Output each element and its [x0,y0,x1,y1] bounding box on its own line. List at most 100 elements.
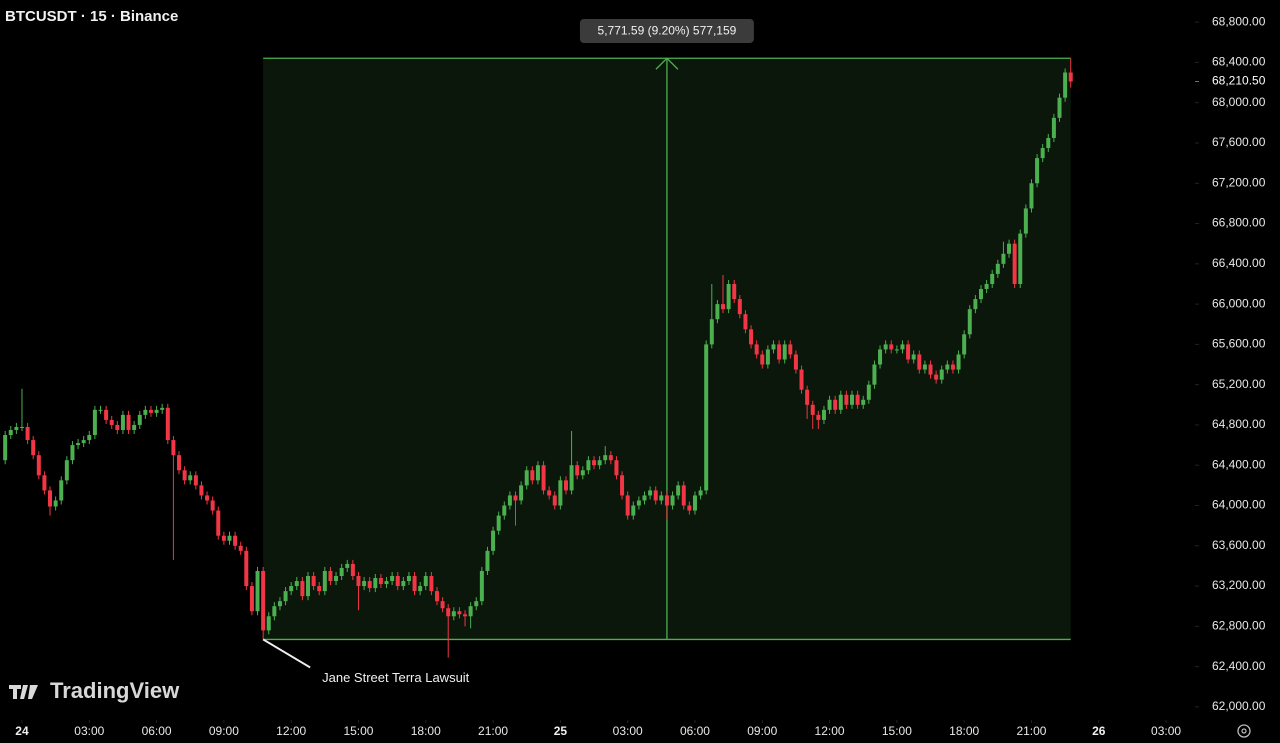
candle-body [894,349,899,351]
candle-body [709,319,714,345]
candle-body [491,530,496,551]
candle-body [177,455,182,471]
settings-icon[interactable] [1237,724,1251,738]
candle-body [266,616,271,631]
candle-body [889,344,894,350]
candle-body [749,329,754,345]
x-tick-label: 06:00 [680,724,710,738]
candle-body [70,445,75,461]
settings-icon-core[interactable] [1241,728,1247,734]
candle-body [1040,148,1045,159]
candle-body [171,440,176,456]
candle-body [967,309,972,335]
candle-body [373,578,378,589]
candle-body [334,576,339,582]
candle-body [120,414,125,430]
candle-body [704,344,709,491]
candle-body [395,576,400,587]
candle-body [457,611,462,615]
range-label-box [579,19,754,43]
candle-body [586,460,591,471]
candle-body [911,354,916,360]
candle-body [984,283,989,290]
candle-body [19,426,24,428]
settings-icon-ring[interactable] [1237,724,1251,738]
y-tick-label: 67,200.00 [1212,175,1266,189]
candle-body [558,480,563,506]
candle-body [861,399,866,405]
candle-body [664,495,669,506]
candle-body [1007,243,1012,254]
y-tick-label: 63,600.00 [1212,538,1266,552]
candle-body [513,495,518,501]
y-tick-label: 62,800.00 [1212,619,1266,633]
candle-body [406,576,411,582]
candle-body [48,490,53,507]
candle-body [249,586,254,612]
candle-body [322,570,327,592]
candle-body [64,460,69,481]
candle-body [743,314,748,330]
x-tick-label: 25 [554,724,568,738]
candle-body [844,394,849,405]
candle-body [715,304,720,320]
candle-body [3,435,8,461]
candle-body [636,500,641,506]
chart-title: BTCUSDT · 15 · Binance [5,8,178,25]
x-tick-label: 03:00 [1151,724,1181,738]
x-tick-label: 18:00 [411,724,441,738]
candle-body [76,443,81,446]
candle-body [502,505,507,516]
x-tick-label: 18:00 [949,724,979,738]
candle-body [384,581,389,585]
candle-body [906,344,911,360]
x-tick-label: 24 [15,724,29,738]
candle-body [193,475,198,486]
candle-body [900,344,905,350]
candle-body [182,470,187,481]
x-tick-label: 12:00 [276,724,306,738]
candle-body [294,581,299,587]
candle-body [563,480,568,491]
y-tick-label: 68,800.00 [1212,14,1266,28]
annotation-text: Jane Street Terra Lawsuit [322,670,470,685]
candle-body [210,500,215,511]
y-tick-label: 64,000.00 [1212,498,1266,512]
candle-body [569,465,574,491]
candle-body [221,535,226,541]
candle-body [771,344,776,350]
plot-area [3,57,1073,658]
x-tick-label: 21:00 [478,724,508,738]
candle-body [451,611,456,617]
candle-body [137,414,142,425]
candle-body [300,581,305,597]
candle-body [765,349,770,365]
candle-body [608,455,613,461]
candle-body [261,570,266,631]
candle-body [440,601,445,609]
annotation-line [262,638,311,669]
candle-body [328,570,333,582]
x-tick-label: 09:00 [747,724,777,738]
candle-body [154,409,159,413]
candle-body [423,576,428,587]
candle-body [990,273,995,284]
candle-body [479,570,484,602]
candle-body [782,344,787,360]
candle-body [255,570,260,612]
candle-body [973,299,978,310]
candle-body [496,515,501,531]
candle-body [126,414,131,430]
candle-body [754,344,759,355]
candle-body [283,591,288,602]
candle-body [625,495,630,516]
candle-body [306,576,311,597]
candle-body [87,435,92,441]
candle-body [8,429,13,436]
candle-body [580,470,585,476]
x-tick-label: 21:00 [1016,724,1046,738]
candle-body [575,465,580,476]
x-tick-label: 15:00 [882,724,912,738]
candle-body [788,344,793,355]
candle-body [92,409,97,436]
